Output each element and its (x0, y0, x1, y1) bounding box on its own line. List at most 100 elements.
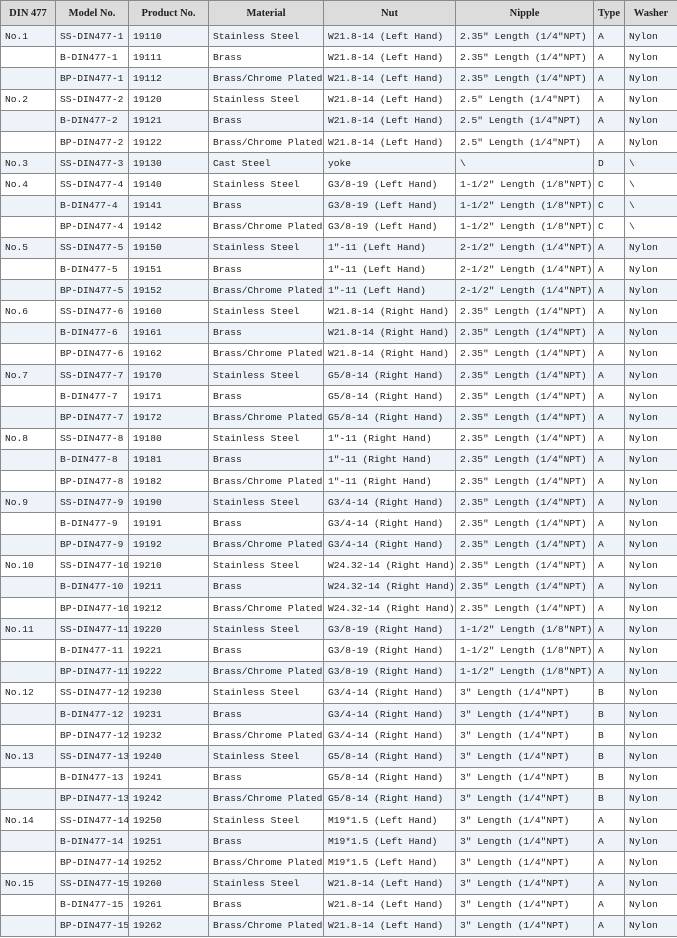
cell-nut: G3/4-14 (Right Hand) (323, 491, 456, 514)
cell-material: Stainless Steel (208, 872, 324, 895)
cell-model-no: SS-DIN477-7 (55, 363, 129, 387)
cell-din-477 (0, 660, 56, 683)
cell-type: A (593, 130, 625, 154)
cell-product-no: 19212 (128, 597, 209, 620)
cell-washer: Nylon (624, 279, 677, 302)
cell-washer: Nylon (624, 872, 677, 895)
cell-type: A (593, 236, 625, 260)
cell-nipple: 3" Length (1/4"NPT) (455, 914, 594, 938)
cell-type: C (593, 194, 625, 217)
cell-product-no: 19110 (128, 24, 209, 48)
cell-nipple: 3" Length (1/4"NPT) (455, 872, 594, 895)
cell-type: C (593, 173, 625, 196)
cell-nut: G3/4-14 (Right Hand) (323, 702, 456, 726)
cell-nipple: 2.35" Length (1/4"NPT) (455, 448, 594, 471)
table-row: BP-DIN477-9 19192 Brass/Chrome Plated G3/4-… (0, 533, 677, 556)
cell-din-477 (0, 469, 56, 493)
cell-nipple: 2.35" Length (1/4"NPT) (455, 427, 594, 450)
table-row: B-DIN477-7 19171 Brass G5/8-14 (Right Hand)… (0, 385, 677, 408)
cell-product-no: 19111 (128, 46, 209, 69)
cell-model-no: SS-DIN477-13 (55, 745, 129, 768)
cell-nut: G3/4-14 (Right Hand) (323, 724, 456, 747)
cell-model-no: BP-DIN477-10 (55, 597, 129, 620)
cell-model-no: SS-DIN477-5 (55, 236, 129, 260)
cell-nut: G5/8-14 (Right Hand) (323, 766, 456, 789)
column-header-nipple: Nipple (455, 0, 594, 26)
cell-model-no: SS-DIN477-4 (55, 173, 129, 196)
column-header-model-no: Model No. (55, 0, 129, 26)
cell-din-477 (0, 914, 56, 938)
cell-nipple: 2.5" Length (1/4"NPT) (455, 109, 594, 132)
cell-nipple: 2.35" Length (1/4"NPT) (455, 321, 594, 344)
cell-washer: \ (624, 215, 677, 238)
cell-nipple: 3" Length (1/4"NPT) (455, 830, 594, 853)
cell-material: Stainless Steel (208, 24, 324, 48)
cell-product-no: 19191 (128, 512, 209, 535)
cell-washer: Nylon (624, 660, 677, 683)
cell-model-no: SS-DIN477-15 (55, 872, 129, 895)
cell-din-477 (0, 893, 56, 916)
cell-material: Brass/Chrome Plated (208, 724, 324, 747)
cell-material: Brass (208, 109, 324, 132)
cell-product-no: 19181 (128, 448, 209, 471)
cell-product-no: 19112 (128, 67, 209, 90)
cell-product-no: 19231 (128, 702, 209, 726)
cell-product-no: 19251 (128, 830, 209, 853)
cell-type: A (593, 24, 625, 48)
cell-material: Stainless Steel (208, 363, 324, 387)
table-row: No.9 SS-DIN477-9 19190 Stainless Steel G3/4-… (0, 491, 677, 514)
cell-type: A (593, 46, 625, 69)
cell-product-no: 19151 (128, 258, 209, 281)
cell-din-477: No.7 (0, 363, 56, 387)
cell-material: Brass (208, 830, 324, 853)
column-header-product-no: Product No. (128, 0, 209, 26)
cell-product-no: 19140 (128, 173, 209, 196)
table-row: BP-DIN477-10 19212 Brass/Chrome Plated W24.… (0, 597, 677, 620)
cell-product-no: 19180 (128, 427, 209, 450)
cell-nut: 1"-11 (Left Hand) (323, 236, 456, 260)
table-row: B-DIN477-13 19241 Brass G5/8-14 (Right Hand… (0, 766, 677, 789)
cell-type: D (593, 152, 625, 175)
cell-washer: Nylon (624, 130, 677, 154)
cell-washer: Nylon (624, 597, 677, 620)
cell-nut: W24.32-14 (Right Hand) (323, 554, 456, 577)
cell-washer: Nylon (624, 766, 677, 789)
cell-nipple: 3" Length (1/4"NPT) (455, 745, 594, 768)
cell-type: A (593, 448, 625, 471)
table-row: BP-DIN477-13 19242 Brass/Chrome Plated G5/8… (0, 787, 677, 810)
cell-product-no: 19141 (128, 194, 209, 217)
cell-nut: 1"-11 (Right Hand) (323, 448, 456, 471)
cell-type: A (593, 554, 625, 577)
cell-washer: Nylon (624, 342, 677, 366)
cell-material: Brass (208, 893, 324, 916)
cell-material: Brass/Chrome Plated (208, 851, 324, 874)
cell-din-477 (0, 533, 56, 556)
cell-type: A (593, 300, 625, 323)
cell-nut: yoke (323, 152, 456, 175)
cell-nipple: 2.35" Length (1/4"NPT) (455, 300, 594, 323)
cell-nut: G3/8-19 (Left Hand) (323, 173, 456, 196)
cell-product-no: 19221 (128, 639, 209, 662)
cell-model-no: B-DIN477-2 (55, 109, 129, 132)
cell-washer: Nylon (624, 406, 677, 429)
cell-din-477 (0, 406, 56, 429)
cell-product-no: 19120 (128, 88, 209, 111)
cell-model-no: BP-DIN477-11 (55, 660, 129, 683)
cell-model-no: SS-DIN477-8 (55, 427, 129, 450)
cell-material: Brass/Chrome Plated (208, 342, 324, 366)
cell-din-477 (0, 448, 56, 471)
cell-type: A (593, 279, 625, 302)
table-row: B-DIN477-1 19111 Brass W21.8-14 (Left Hand)… (0, 46, 677, 69)
cell-model-no: B-DIN477-8 (55, 448, 129, 471)
cell-type: A (593, 893, 625, 916)
cell-material: Stainless Steel (208, 618, 324, 641)
cell-din-477 (0, 279, 56, 302)
cell-washer: Nylon (624, 236, 677, 260)
cell-model-no: SS-DIN477-14 (55, 808, 129, 832)
cell-material: Stainless Steel (208, 427, 324, 450)
cell-nut: 1"-11 (Left Hand) (323, 279, 456, 302)
cell-nut: G5/8-14 (Right Hand) (323, 787, 456, 810)
cell-model-no: SS-DIN477-11 (55, 618, 129, 641)
cell-model-no: BP-DIN477-8 (55, 469, 129, 493)
cell-nut: W21.8-14 (Right Hand) (323, 321, 456, 344)
